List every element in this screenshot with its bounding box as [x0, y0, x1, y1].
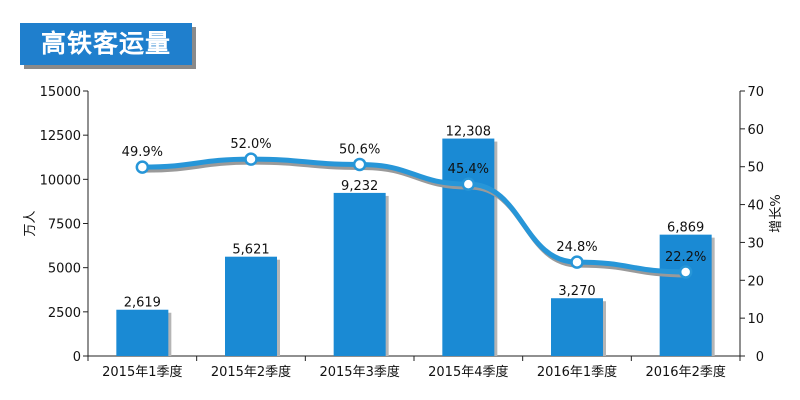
bar — [225, 256, 277, 356]
line-value-label: 52.0% — [230, 137, 271, 152]
bar-value-label: 3,270 — [558, 284, 595, 299]
line-value-label: 45.4% — [448, 162, 489, 177]
chart-title: 高铁客运量 — [20, 23, 192, 65]
x-tick-label: 2016年1季度 — [537, 364, 617, 380]
y-tick-label: 5000 — [48, 262, 81, 277]
y2-tick-label: 30 — [747, 236, 764, 251]
x-tick-label: 2016年2季度 — [645, 364, 725, 380]
y2-tick-label: 20 — [747, 274, 764, 289]
bar-value-label: 9,232 — [341, 179, 378, 194]
line-point — [244, 152, 258, 166]
line-series — [135, 152, 693, 279]
y2-tick-label: 0 — [756, 350, 764, 365]
line-point — [570, 255, 584, 269]
bar — [551, 298, 603, 356]
y-tick-label: 10000 — [40, 173, 81, 188]
bar-series — [116, 138, 715, 356]
bar — [442, 138, 495, 356]
y2-tick-label: 40 — [747, 199, 764, 214]
line-value-label: 22.2% — [665, 250, 706, 265]
line-point — [678, 265, 693, 279]
y2-axis-title: 增长% — [769, 194, 784, 232]
line-value-label: 50.6% — [339, 142, 380, 157]
x-tick-label: 2015年2季度 — [211, 364, 291, 380]
bar-value-label: 2,619 — [124, 296, 161, 311]
y2-tick-label: 10 — [747, 312, 764, 327]
y-tick-label: 2500 — [48, 306, 81, 321]
x-tick-label: 2015年4季度 — [428, 364, 508, 380]
y2-tick-label: 60 — [747, 123, 764, 138]
line-value-label: 49.9% — [122, 145, 163, 160]
line-value-label: 24.8% — [556, 240, 597, 255]
data-labels: 2,619 5,621 9,232 12,308 3,270 6,869 49.9% 52.0… — [122, 125, 707, 311]
bar — [116, 309, 169, 356]
line-point — [135, 160, 150, 174]
x-tick-label: 2015年3季度 — [319, 364, 399, 380]
line-point — [461, 177, 476, 191]
y-tick-label: 15000 — [40, 85, 81, 100]
bar — [659, 234, 712, 356]
y-tick-label: 12500 — [40, 129, 81, 144]
bar-value-label: 12,308 — [446, 125, 492, 140]
axes: 0 2500 5000 7500 10000 12500 15000 0 10 20 30 40 50 6… — [23, 85, 784, 380]
y2-tick-label: 50 — [747, 161, 764, 176]
bar-value-label: 6,869 — [667, 221, 704, 236]
bar-value-label: 5,621 — [232, 243, 269, 258]
y-tick-label: 0 — [73, 350, 81, 365]
x-tick-label: 2015年1季度 — [102, 364, 182, 380]
line-point — [352, 157, 367, 172]
y-axis-title: 万人 — [23, 210, 38, 236]
bar — [333, 192, 386, 356]
y-tick-label: 7500 — [48, 218, 81, 233]
y2-tick-label: 70 — [747, 85, 764, 100]
line-series-path — [139, 156, 689, 275]
